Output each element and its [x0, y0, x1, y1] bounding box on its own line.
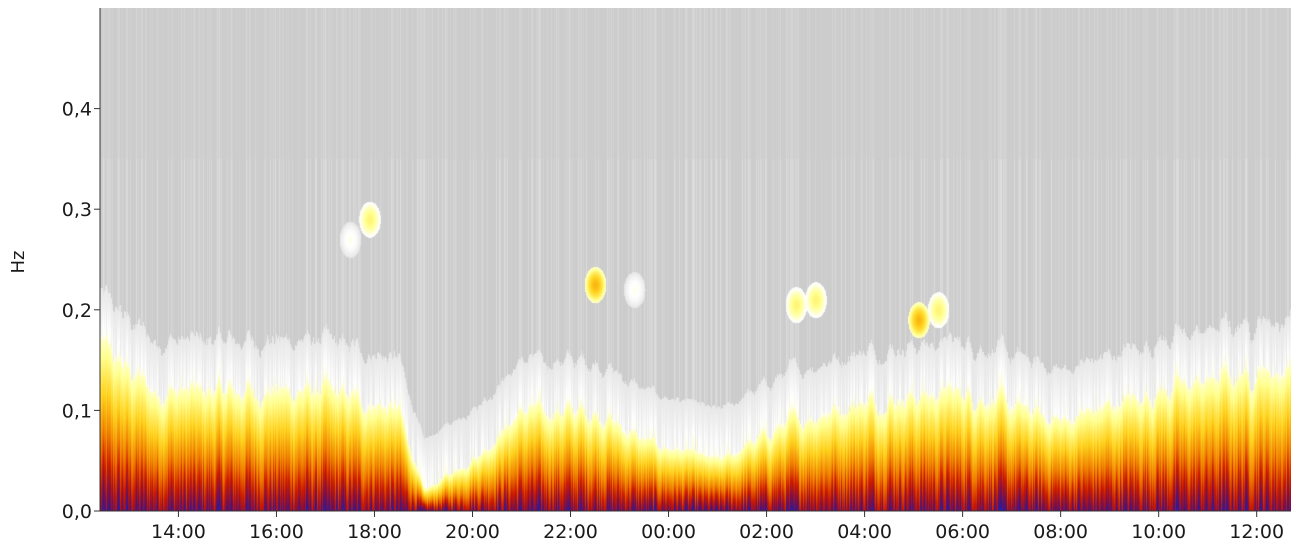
y-tick-label: 0,4	[62, 99, 92, 121]
spectrogram-heatmap	[100, 8, 1291, 511]
x-tick-label: 14:00	[151, 521, 206, 543]
x-tick-label: 12:00	[1229, 521, 1284, 543]
x-tick-label: 20:00	[445, 521, 500, 543]
x-tick-label: 08:00	[1033, 521, 1088, 543]
x-tick-label: 22:00	[543, 521, 598, 543]
x-tick-label: 02:00	[739, 521, 794, 543]
y-tick-label: 0,1	[62, 400, 92, 422]
x-tick-label: 16:00	[249, 521, 304, 543]
y-tick-label: 0,0	[62, 501, 92, 523]
y-tick-label: 0,2	[62, 300, 92, 322]
x-tick-label: 10:00	[1131, 521, 1186, 543]
x-tick-label: 04:00	[837, 521, 892, 543]
x-tick-label: 18:00	[347, 521, 402, 543]
y-axis-ticks: 0,0 0,1 0,2 0,3 0,4	[62, 99, 92, 523]
x-axis-ticks: 14:00 16:00 18:00 20:00 22:00 00:00 02:0…	[151, 521, 1284, 543]
x-tick-label: 06:00	[935, 521, 990, 543]
x-tick-label: 00:00	[641, 521, 696, 543]
y-axis-title: Hz	[8, 251, 29, 274]
y-tick-label: 0,3	[62, 199, 92, 221]
